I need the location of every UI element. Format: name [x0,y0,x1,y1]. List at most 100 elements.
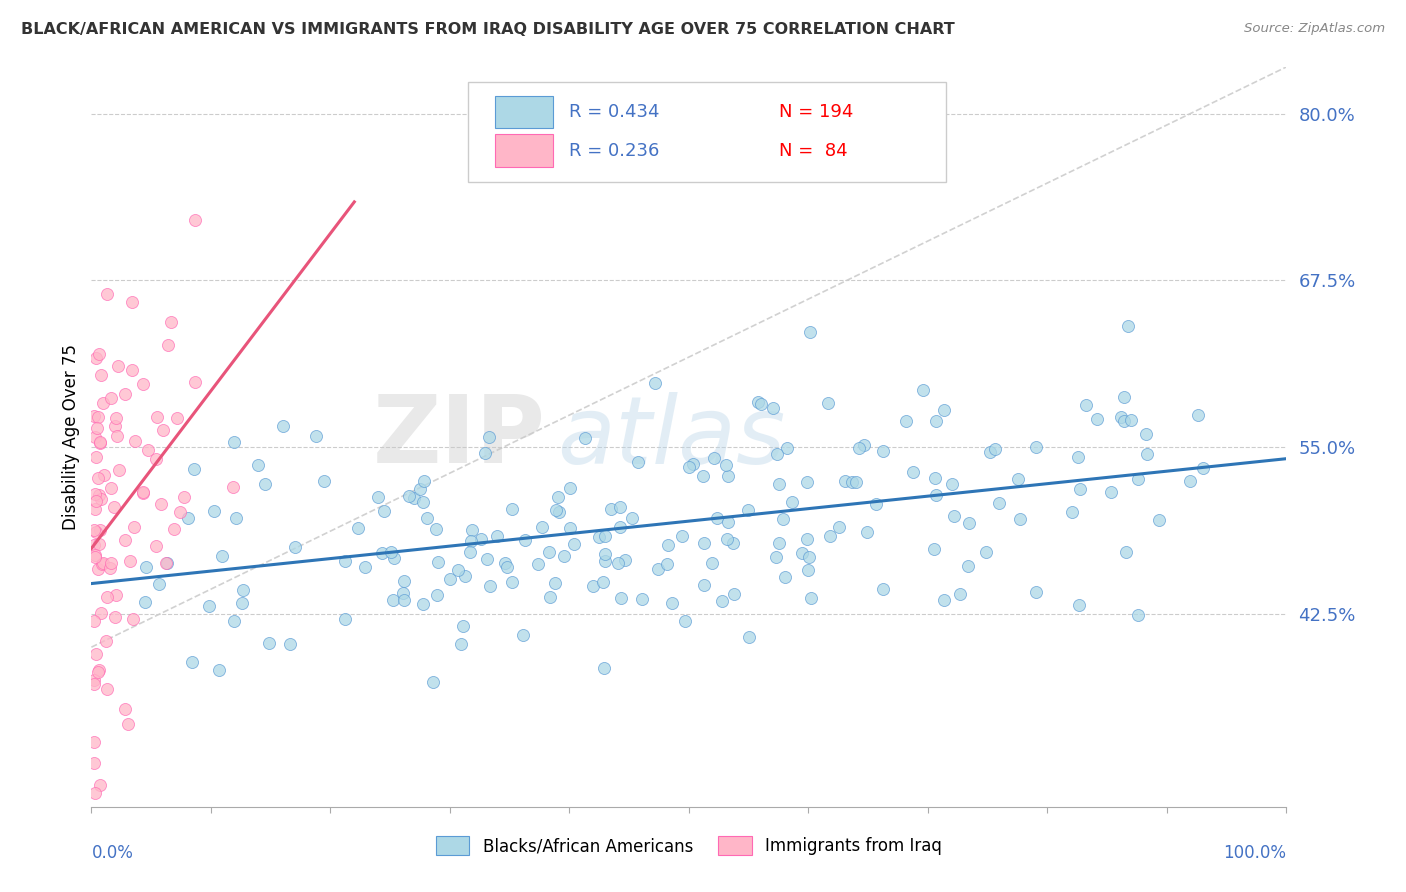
Point [96,681,118,696]
Point [872,443,894,458]
Point [247,458,270,472]
Point [347,521,370,535]
Point [86,471,108,485]
Point [450,637,472,651]
Point [747,395,769,409]
Point [96,287,118,301]
Point [284,541,307,555]
Point [865,497,887,511]
Point [790,546,813,560]
Point [1121,413,1143,427]
Point [780,495,803,509]
Point [692,468,714,483]
Point [592,575,614,590]
Point [682,458,704,472]
Point [132,376,155,391]
Point [544,575,567,590]
FancyBboxPatch shape [495,95,553,128]
Point [1112,390,1135,404]
Point [988,496,1011,510]
Point [609,500,631,514]
Point [117,717,139,731]
Point [94,634,117,648]
Point [84,430,107,444]
Point [700,556,723,570]
Point [89,435,111,450]
Point [131,485,153,500]
Point [84,525,107,540]
Text: R = 0.434: R = 0.434 [569,103,659,121]
Point [447,563,470,577]
Point [1135,427,1157,442]
Point [872,582,894,596]
Point [177,511,200,525]
Point [474,446,496,460]
Point [1126,472,1149,486]
Point [922,542,945,557]
Point [458,545,481,559]
Point [606,557,628,571]
Point [610,591,633,605]
Point [84,648,107,662]
Point [657,538,679,552]
Point [894,414,917,428]
Point [84,450,107,464]
Point [693,535,716,549]
Point [404,491,426,505]
Point [100,557,122,571]
Point [706,511,728,525]
Point [280,637,302,651]
Point [121,363,143,377]
Point [796,532,818,546]
Point [477,551,499,566]
Point [460,534,482,549]
Point [942,509,965,524]
Point [461,523,484,537]
Point [426,588,449,602]
Point [114,386,136,401]
Point [86,421,108,435]
Point [1109,409,1132,424]
Point [710,594,733,608]
Point [122,612,145,626]
Point [155,556,177,570]
Point [132,485,155,500]
Point [90,607,112,621]
Point [232,583,254,598]
Point [828,520,851,534]
Point [582,579,605,593]
Point [107,359,129,374]
Point [673,614,696,628]
Point [314,474,336,488]
Point [100,481,122,495]
Point [671,529,693,543]
Point [776,441,799,455]
Point [124,434,146,449]
Point [84,494,107,508]
Point [678,460,700,475]
Point [84,487,107,501]
Point [979,445,1001,459]
Point [380,544,402,558]
Point [224,434,246,449]
Point [1060,504,1083,518]
Point [538,591,561,605]
Point [222,479,245,493]
Point [83,523,105,537]
Point [89,434,111,449]
Point [83,409,105,423]
Point [934,593,956,607]
Point [146,410,169,425]
Point [91,396,114,410]
Point [136,443,159,458]
Point [848,441,870,455]
Point [305,428,328,442]
Point [98,561,121,575]
Point [87,562,110,576]
FancyBboxPatch shape [495,135,553,167]
Point [1074,398,1097,412]
Point [253,476,276,491]
Point [1085,411,1108,425]
Point [501,574,523,589]
Point [841,475,863,490]
